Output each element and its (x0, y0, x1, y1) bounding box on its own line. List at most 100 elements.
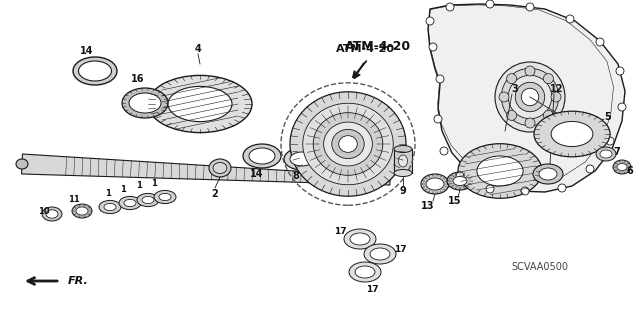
Ellipse shape (533, 164, 563, 184)
Text: ATM-4-20: ATM-4-20 (335, 44, 394, 54)
Text: 17: 17 (333, 226, 346, 235)
Text: 13: 13 (421, 201, 435, 211)
Text: FR.: FR. (68, 276, 89, 286)
Polygon shape (428, 4, 625, 192)
Ellipse shape (394, 145, 412, 152)
Circle shape (525, 118, 535, 128)
Ellipse shape (243, 144, 281, 168)
Ellipse shape (508, 75, 552, 119)
Circle shape (429, 43, 437, 51)
Ellipse shape (447, 172, 473, 190)
Ellipse shape (72, 204, 92, 218)
Circle shape (521, 187, 529, 195)
Circle shape (436, 75, 444, 83)
Text: 8: 8 (292, 171, 300, 181)
Circle shape (434, 115, 442, 123)
Ellipse shape (394, 169, 412, 176)
Ellipse shape (284, 148, 320, 170)
Ellipse shape (364, 244, 396, 264)
Text: ATM-4-20: ATM-4-20 (345, 41, 411, 54)
Ellipse shape (453, 176, 467, 186)
Circle shape (526, 3, 534, 11)
Circle shape (596, 38, 604, 46)
Circle shape (606, 137, 614, 145)
Circle shape (507, 110, 516, 120)
Circle shape (456, 172, 464, 180)
Ellipse shape (122, 88, 168, 118)
Circle shape (426, 17, 434, 25)
Ellipse shape (600, 150, 612, 158)
Text: 14: 14 (80, 46, 93, 56)
Text: 4: 4 (195, 44, 202, 54)
Circle shape (543, 74, 554, 84)
Text: 1: 1 (151, 179, 157, 188)
Text: 10: 10 (38, 206, 50, 216)
Ellipse shape (159, 193, 171, 201)
Ellipse shape (249, 148, 275, 164)
Text: 17: 17 (365, 285, 378, 293)
Circle shape (543, 110, 554, 120)
Ellipse shape (477, 156, 523, 186)
Ellipse shape (124, 199, 136, 207)
Text: 11: 11 (68, 195, 80, 204)
Circle shape (586, 165, 594, 173)
Ellipse shape (313, 113, 383, 175)
Ellipse shape (613, 160, 631, 174)
Ellipse shape (332, 130, 364, 159)
Circle shape (440, 147, 448, 155)
Ellipse shape (148, 75, 252, 133)
Ellipse shape (303, 103, 393, 185)
Text: 2: 2 (212, 189, 218, 199)
Ellipse shape (73, 57, 117, 85)
Circle shape (499, 92, 509, 102)
Text: 16: 16 (131, 74, 145, 84)
Circle shape (507, 74, 516, 84)
Circle shape (486, 185, 494, 193)
Ellipse shape (154, 190, 176, 204)
Text: 7: 7 (614, 147, 620, 157)
Ellipse shape (458, 144, 542, 198)
Circle shape (558, 184, 566, 192)
Ellipse shape (344, 229, 376, 249)
Ellipse shape (349, 262, 381, 282)
Ellipse shape (209, 159, 231, 177)
Ellipse shape (515, 82, 545, 112)
Ellipse shape (617, 164, 627, 170)
Ellipse shape (46, 210, 58, 218)
Ellipse shape (501, 68, 559, 126)
Text: 1: 1 (105, 189, 111, 198)
Polygon shape (22, 154, 390, 185)
Circle shape (616, 67, 624, 75)
Ellipse shape (119, 197, 141, 210)
Circle shape (486, 0, 494, 8)
Ellipse shape (290, 152, 314, 166)
Text: 6: 6 (627, 166, 634, 176)
Ellipse shape (421, 174, 449, 194)
Ellipse shape (350, 233, 370, 245)
Circle shape (446, 3, 454, 11)
Ellipse shape (129, 93, 161, 113)
Ellipse shape (495, 62, 565, 132)
Ellipse shape (79, 61, 111, 81)
Ellipse shape (534, 111, 610, 157)
Text: 9: 9 (399, 186, 406, 196)
Circle shape (618, 103, 626, 111)
Text: 17: 17 (394, 244, 406, 254)
Text: 1: 1 (136, 182, 142, 190)
Ellipse shape (290, 92, 406, 196)
Circle shape (525, 66, 535, 76)
Ellipse shape (426, 178, 444, 190)
Ellipse shape (399, 155, 408, 167)
Ellipse shape (355, 266, 375, 278)
Ellipse shape (596, 147, 616, 161)
Circle shape (566, 15, 574, 23)
Ellipse shape (213, 162, 227, 174)
Text: 3: 3 (511, 84, 518, 94)
Ellipse shape (76, 207, 88, 215)
Ellipse shape (168, 86, 232, 122)
Text: 5: 5 (605, 112, 611, 122)
Ellipse shape (142, 197, 154, 204)
Ellipse shape (16, 159, 28, 169)
Ellipse shape (104, 204, 116, 211)
Circle shape (551, 92, 561, 102)
